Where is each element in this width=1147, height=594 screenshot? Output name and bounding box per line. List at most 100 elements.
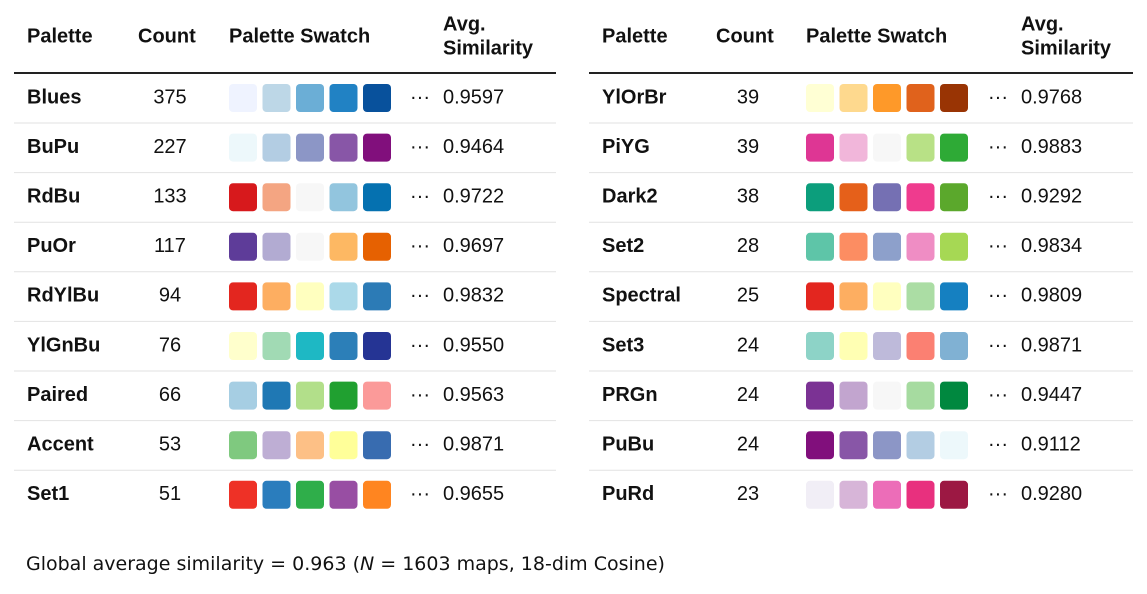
footer-text: = 1603 maps, 18-dim Cosine)	[374, 553, 665, 575]
swatch	[940, 431, 968, 460]
swatch	[329, 84, 358, 112]
similarity: 0.9871	[1021, 334, 1082, 356]
ellipsis: ···	[410, 483, 430, 505]
palette-name: PuRd	[602, 483, 654, 505]
similarity: 0.9112	[1021, 433, 1081, 455]
ellipsis: ···	[410, 433, 430, 455]
swatch	[262, 381, 291, 410]
similarity: 0.9563	[443, 384, 504, 406]
similarity: 0.9655	[443, 483, 504, 505]
swatch	[363, 431, 391, 460]
similarity: 0.9697	[443, 235, 504, 257]
column-header: Count	[138, 25, 196, 47]
column-header: Similarity	[1021, 37, 1112, 59]
ellipsis: ···	[988, 285, 1008, 307]
ellipsis: ···	[988, 433, 1008, 455]
swatch	[329, 232, 358, 261]
swatch	[940, 480, 968, 509]
swatch	[229, 431, 257, 460]
swatch	[906, 84, 935, 112]
swatch	[873, 232, 901, 261]
swatch	[906, 332, 935, 360]
palette-name: Blues	[27, 86, 81, 108]
palette-name: Accent	[27, 433, 94, 455]
swatch	[329, 133, 358, 162]
swatch	[806, 381, 834, 410]
count: 24	[737, 433, 759, 455]
palette-name: Set1	[27, 483, 69, 505]
swatch	[806, 480, 834, 509]
swatch	[296, 183, 324, 212]
swatch	[873, 183, 901, 212]
swatch	[329, 332, 358, 360]
swatch	[363, 232, 391, 261]
similarity: 0.9280	[1021, 483, 1082, 505]
column-header: Similarity	[443, 37, 534, 59]
footer-text: Global average similarity = 0.963 (	[26, 553, 360, 575]
swatch	[839, 381, 868, 410]
swatch	[940, 282, 968, 311]
palette-name: Paired	[27, 384, 88, 406]
swatch	[873, 381, 901, 410]
count: 39	[737, 136, 759, 158]
swatch	[262, 84, 291, 112]
count: 38	[737, 185, 759, 207]
swatch	[940, 381, 968, 410]
palette-name: RdBu	[27, 185, 80, 207]
palette-name: Dark2	[602, 185, 658, 207]
count: 25	[737, 285, 759, 307]
ellipsis: ···	[988, 334, 1008, 356]
similarity: 0.9597	[443, 86, 504, 108]
swatch	[329, 282, 358, 311]
swatch	[940, 232, 968, 261]
count: 53	[159, 433, 181, 455]
swatch	[806, 431, 834, 460]
column-header: Avg.	[443, 13, 486, 35]
swatch	[873, 282, 901, 311]
swatch	[296, 480, 324, 509]
swatch	[839, 232, 868, 261]
swatch	[839, 431, 868, 460]
count: 117	[154, 235, 186, 257]
palette-name: Spectral	[602, 285, 681, 307]
swatch	[839, 282, 868, 311]
ellipsis: ···	[410, 334, 430, 356]
ellipsis: ···	[410, 185, 430, 207]
column-header: Avg.	[1021, 13, 1064, 35]
count: 133	[153, 185, 186, 207]
swatch	[906, 183, 935, 212]
swatch	[262, 431, 291, 460]
swatch	[839, 183, 868, 212]
column-header: Count	[716, 25, 774, 47]
count: 24	[737, 334, 759, 356]
ellipsis: ···	[410, 86, 430, 108]
swatch	[940, 183, 968, 212]
similarity: 0.9447	[1021, 384, 1082, 406]
count: 24	[737, 384, 759, 406]
swatch	[873, 84, 901, 112]
column-header: Palette Swatch	[806, 25, 947, 47]
swatch	[329, 381, 358, 410]
swatch	[229, 133, 257, 162]
swatch	[262, 183, 291, 212]
palette-name: PuBu	[602, 433, 654, 455]
similarity: 0.9464	[443, 136, 504, 158]
palette-name: PRGn	[602, 384, 658, 406]
swatch	[806, 133, 834, 162]
swatch	[296, 133, 324, 162]
swatch	[363, 282, 391, 311]
swatch	[296, 381, 324, 410]
ellipsis: ···	[410, 384, 430, 406]
count: 66	[159, 384, 181, 406]
similarity: 0.9550	[443, 334, 504, 356]
swatch	[839, 133, 868, 162]
swatch	[262, 133, 291, 162]
swatch	[296, 282, 324, 311]
column-header: Palette Swatch	[229, 25, 370, 47]
swatch	[906, 232, 935, 261]
similarity: 0.9722	[443, 185, 504, 207]
count: 23	[737, 483, 759, 505]
ellipsis: ···	[410, 235, 430, 257]
swatch	[906, 381, 935, 410]
